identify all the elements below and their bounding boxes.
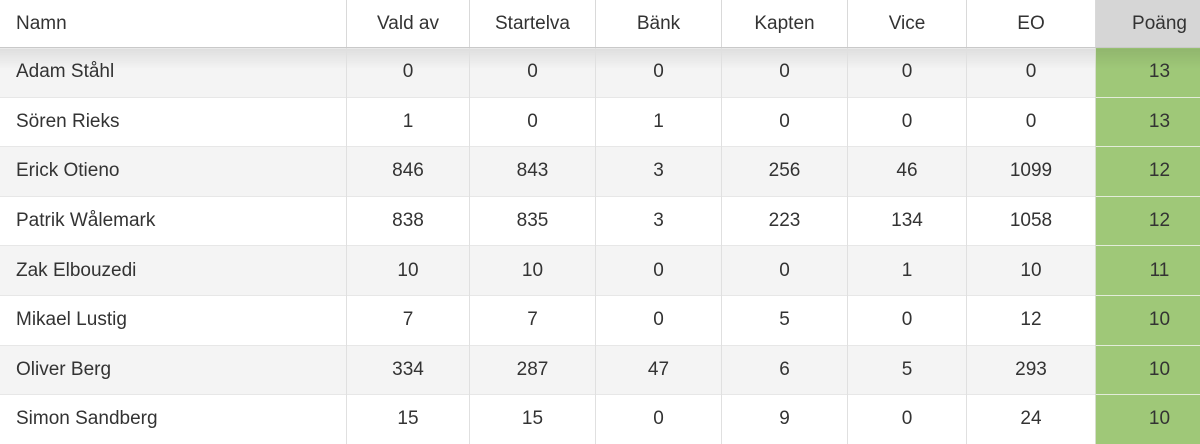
cell-poang: 10 bbox=[1095, 294, 1200, 346]
cell-kapten: 9 bbox=[721, 394, 848, 444]
cell-vald_av: 334 bbox=[346, 344, 470, 395]
table-row[interactable]: Mikael Lustig 7 7 0 5 0 12 10 bbox=[0, 294, 1200, 346]
table-row[interactable]: Simon Sandberg 15 15 0 9 0 24 10 bbox=[0, 394, 1200, 444]
table-row[interactable]: Adam Ståhl 0 0 0 0 0 0 13 bbox=[0, 47, 1200, 98]
cell-namn: Patrik Wålemark bbox=[0, 195, 347, 246]
table-row[interactable]: Sören Rieks 1 0 1 0 0 0 13 bbox=[0, 96, 1200, 147]
column-header-vice[interactable]: Vice bbox=[847, 0, 967, 48]
cell-bank: 0 bbox=[595, 47, 722, 98]
cell-startelva: 0 bbox=[469, 47, 596, 98]
cell-bank: 3 bbox=[595, 195, 722, 246]
table-row[interactable]: Patrik Wålemark 838 835 3 223 134 1058 12 bbox=[0, 195, 1200, 246]
cell-poang: 12 bbox=[1095, 195, 1200, 246]
cell-vice: 0 bbox=[847, 96, 967, 147]
cell-eo: 1058 bbox=[966, 195, 1096, 246]
cell-bank: 0 bbox=[595, 394, 722, 444]
cell-kapten: 6 bbox=[721, 344, 848, 395]
cell-vald_av: 7 bbox=[346, 294, 470, 346]
cell-eo: 293 bbox=[966, 344, 1096, 395]
cell-startelva: 15 bbox=[469, 394, 596, 444]
cell-vald_av: 10 bbox=[346, 245, 470, 296]
column-header-poang[interactable]: Poäng bbox=[1095, 0, 1200, 48]
cell-namn: Mikael Lustig bbox=[0, 294, 347, 346]
column-header-startelva[interactable]: Startelva bbox=[469, 0, 596, 48]
cell-eo: 24 bbox=[966, 394, 1096, 444]
column-header-eo[interactable]: EO bbox=[966, 0, 1096, 48]
cell-poang: 10 bbox=[1095, 344, 1200, 395]
cell-startelva: 0 bbox=[469, 96, 596, 147]
cell-namn: Oliver Berg bbox=[0, 344, 347, 395]
cell-kapten: 5 bbox=[721, 294, 848, 346]
column-header-kapten[interactable]: Kapten bbox=[721, 0, 848, 48]
cell-vald_av: 15 bbox=[346, 394, 470, 444]
cell-startelva: 843 bbox=[469, 146, 596, 197]
cell-namn: Adam Ståhl bbox=[0, 47, 347, 98]
cell-vice: 0 bbox=[847, 294, 967, 346]
cell-eo: 12 bbox=[966, 294, 1096, 346]
cell-poang: 13 bbox=[1095, 47, 1200, 98]
cell-vice: 46 bbox=[847, 146, 967, 197]
cell-startelva: 7 bbox=[469, 294, 596, 346]
column-header-vald_av[interactable]: Vald av bbox=[346, 0, 470, 48]
cell-kapten: 0 bbox=[721, 245, 848, 296]
cell-namn: Zak Elbouzedi bbox=[0, 245, 347, 296]
cell-vald_av: 1 bbox=[346, 96, 470, 147]
cell-startelva: 10 bbox=[469, 245, 596, 296]
cell-poang: 10 bbox=[1095, 394, 1200, 444]
cell-vice: 0 bbox=[847, 47, 967, 98]
column-header-namn[interactable]: Namn bbox=[0, 0, 347, 48]
cell-bank: 0 bbox=[595, 245, 722, 296]
column-header-bank[interactable]: Bänk bbox=[595, 0, 722, 48]
header-row: Namn Vald av Startelva Bänk Kapten Vice EO Poän… bbox=[0, 0, 1200, 48]
cell-eo: 10 bbox=[966, 245, 1096, 296]
cell-kapten: 256 bbox=[721, 146, 848, 197]
table-body: Adam Ståhl 0 0 0 0 0 0 13 Sören Rieks 1 0 1 0 0 0 13 Eri… bbox=[0, 47, 1200, 444]
cell-kapten: 0 bbox=[721, 96, 848, 147]
table-row[interactable]: Zak Elbouzedi 10 10 0 0 1 10 11 bbox=[0, 245, 1200, 296]
cell-vice: 0 bbox=[847, 394, 967, 444]
cell-eo: 1099 bbox=[966, 146, 1096, 197]
cell-poang: 12 bbox=[1095, 146, 1200, 197]
cell-namn: Simon Sandberg bbox=[0, 394, 347, 444]
cell-eo: 0 bbox=[966, 47, 1096, 98]
cell-bank: 1 bbox=[595, 96, 722, 147]
cell-namn: Erick Otieno bbox=[0, 146, 347, 197]
cell-bank: 3 bbox=[595, 146, 722, 197]
cell-vald_av: 838 bbox=[346, 195, 470, 246]
table-row[interactable]: Erick Otieno 846 843 3 256 46 1099 12 bbox=[0, 146, 1200, 197]
cell-startelva: 287 bbox=[469, 344, 596, 395]
cell-bank: 47 bbox=[595, 344, 722, 395]
cell-vice: 5 bbox=[847, 344, 967, 395]
table-row[interactable]: Oliver Berg 334 287 47 6 5 293 10 bbox=[0, 344, 1200, 395]
cell-eo: 0 bbox=[966, 96, 1096, 147]
cell-kapten: 223 bbox=[721, 195, 848, 246]
cell-vice: 1 bbox=[847, 245, 967, 296]
cell-kapten: 0 bbox=[721, 47, 848, 98]
cell-vald_av: 846 bbox=[346, 146, 470, 197]
cell-poang: 13 bbox=[1095, 96, 1200, 147]
cell-bank: 0 bbox=[595, 294, 722, 346]
cell-namn: Sören Rieks bbox=[0, 96, 347, 147]
table-header: Namn Vald av Startelva Bänk Kapten Vice EO Poän… bbox=[0, 0, 1200, 48]
cell-vald_av: 0 bbox=[346, 47, 470, 98]
cell-poang: 11 bbox=[1095, 245, 1200, 296]
cell-startelva: 835 bbox=[469, 195, 596, 246]
cell-vice: 134 bbox=[847, 195, 967, 246]
